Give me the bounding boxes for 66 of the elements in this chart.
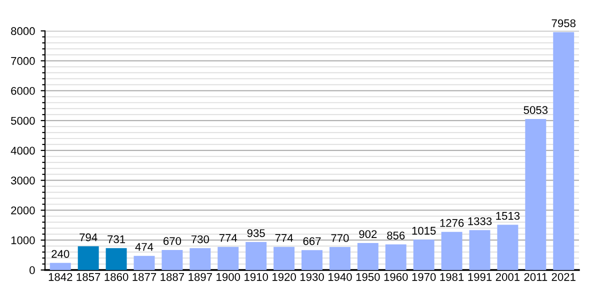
data-label: 1015 — [412, 226, 436, 235]
y-tick-label: 5000 — [11, 116, 35, 125]
data-label: 794 — [80, 233, 98, 242]
x-tick-label: 1960 — [384, 273, 408, 281]
x-tick-label: 1897 — [188, 273, 212, 281]
bar — [413, 240, 434, 270]
data-label: 770 — [331, 234, 349, 242]
data-label: 667 — [303, 237, 321, 246]
bar — [218, 246, 239, 270]
x-tick-label: 2011 — [524, 273, 548, 281]
data-label: 240 — [52, 250, 70, 258]
bar — [441, 232, 462, 270]
y-tick-label: 4000 — [10, 146, 35, 155]
x-tick-label: 1940 — [328, 273, 352, 281]
data-label: 902 — [359, 230, 377, 238]
x-tick-label: 1930 — [300, 273, 324, 281]
data-label: 731 — [108, 235, 126, 244]
x-tick-label: 1857 — [76, 273, 100, 281]
bar — [50, 262, 71, 270]
data-label: 1513 — [496, 212, 520, 220]
bar — [302, 250, 322, 270]
x-tick-label: 1991 — [468, 273, 492, 281]
y-tick-label: 7000 — [11, 57, 35, 65]
x-tick-label: 1877 — [132, 273, 156, 281]
bar — [162, 250, 183, 270]
x-tick-label: 1950 — [356, 273, 380, 281]
bar — [357, 243, 378, 270]
x-tick-label: 1981 — [440, 273, 464, 281]
bar — [329, 246, 350, 270]
y-tick-label: 0 — [30, 266, 35, 274]
x-tick-label: 2001 — [496, 273, 520, 281]
x-tick-label: 1970 — [412, 273, 436, 281]
x-tick-label: 2021 — [552, 273, 576, 281]
data-label: 474 — [135, 243, 154, 251]
data-label: 1333 — [468, 217, 492, 226]
bar — [525, 118, 546, 270]
data-label: 774 — [275, 234, 293, 242]
x-tick-label: 1910 — [244, 273, 268, 281]
bar — [497, 224, 518, 270]
x-tick-label: 1860 — [104, 273, 128, 281]
y-tick-label: 8000 — [11, 27, 35, 36]
bar — [385, 244, 406, 270]
bar — [469, 230, 490, 270]
data-label: 774 — [219, 234, 238, 242]
bar — [553, 32, 574, 270]
x-tick-label: 1842 — [48, 273, 72, 281]
x-tick-label: 1887 — [160, 273, 184, 281]
y-tick-label: 2000 — [11, 206, 35, 214]
x-tick-label: 1920 — [272, 273, 296, 281]
y-tick-label: 1000 — [11, 236, 35, 244]
bar — [78, 246, 99, 270]
data-label: 730 — [191, 235, 210, 244]
data-label: 670 — [164, 237, 182, 245]
data-label: 935 — [247, 229, 265, 238]
bar — [190, 248, 211, 270]
y-tick-label: 3000 — [10, 176, 35, 184]
data-label: 1276 — [440, 219, 464, 227]
y-tick-label: 6000 — [11, 86, 35, 95]
data-label: 5053 — [524, 106, 548, 114]
bar — [106, 248, 127, 270]
bar — [134, 256, 155, 270]
data-label: 7958 — [552, 19, 576, 28]
x-tick-label: 1900 — [216, 273, 240, 281]
data-label: 856 — [387, 232, 405, 240]
bar — [246, 242, 267, 270]
bar — [274, 246, 295, 270]
